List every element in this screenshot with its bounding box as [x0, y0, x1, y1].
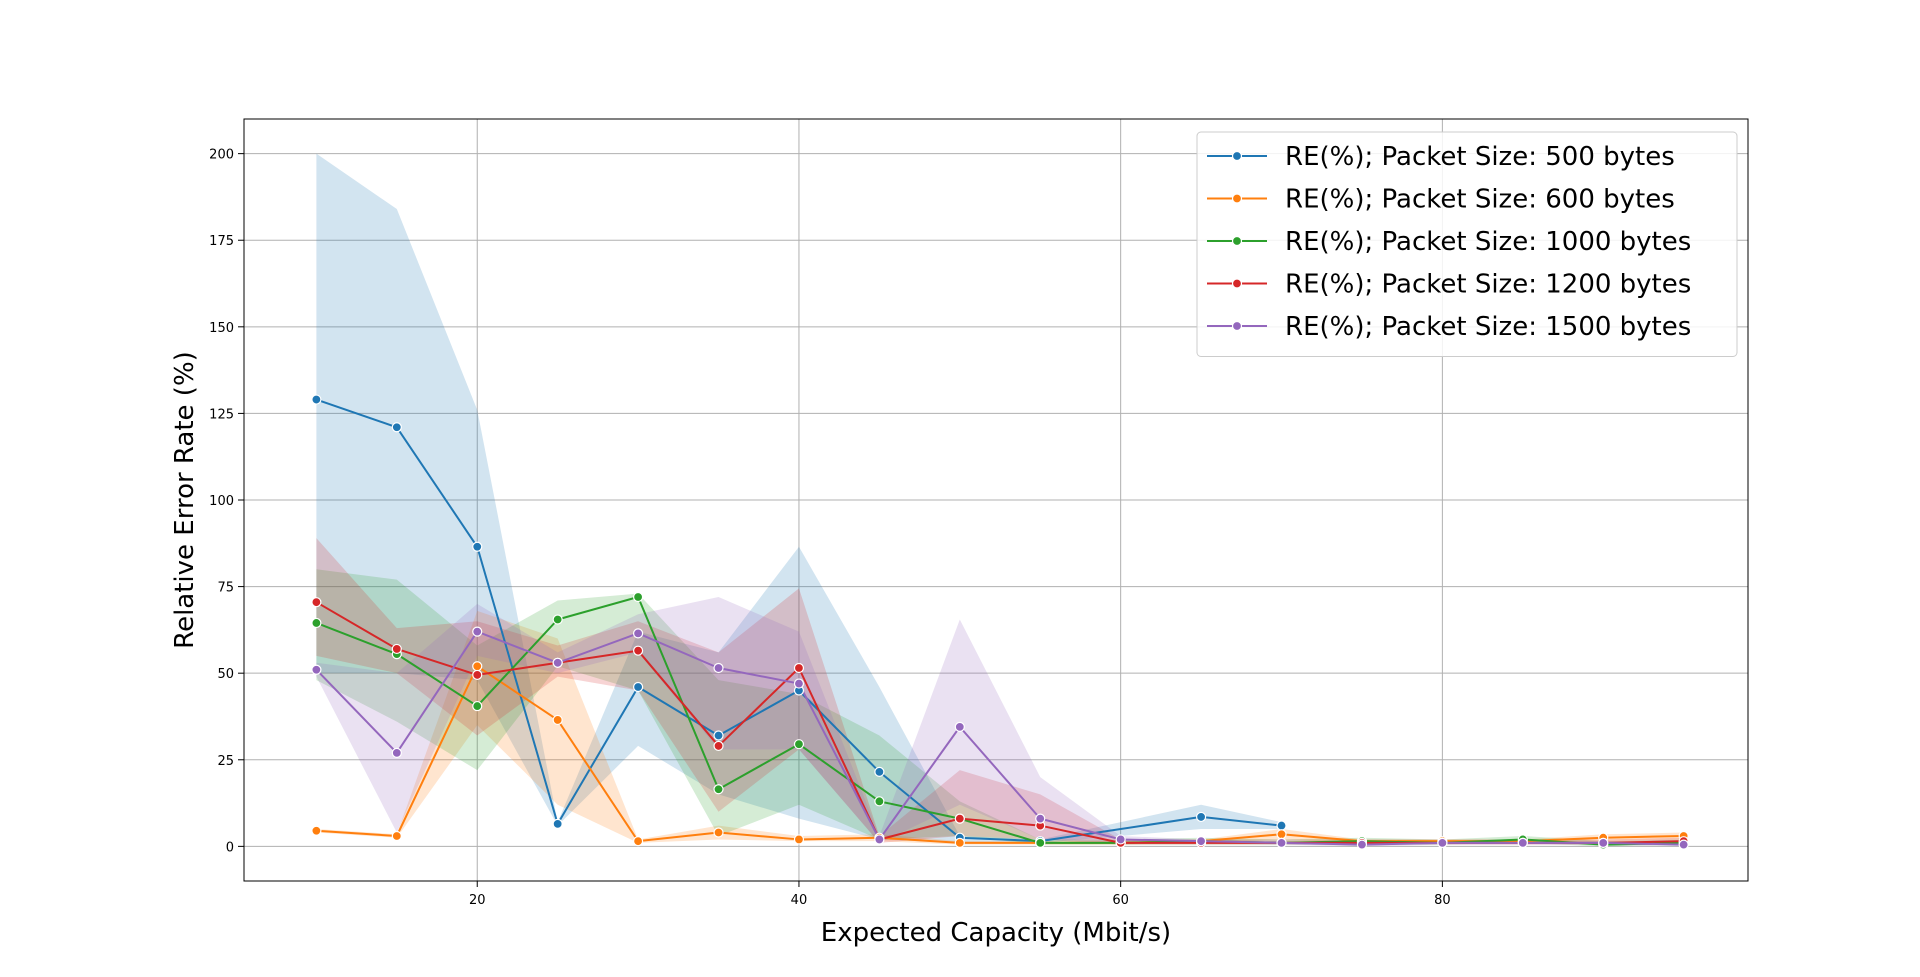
data-point-series-3: [391, 643, 402, 655]
legend-label-3: RE(%); Packet Size: 1200 bytes: [1285, 270, 1691, 300]
data-point-series-0: [1195, 811, 1207, 823]
data-point-series-4: [874, 834, 885, 845]
data-point-series-4: [793, 678, 805, 689]
data-point-series-3: [472, 669, 483, 681]
data-point-series-1: [713, 827, 724, 838]
y-tick-label: 125: [209, 407, 234, 422]
data-point-series-2: [311, 617, 322, 629]
data-point-series-1: [311, 825, 322, 836]
series-line-1: [316, 665, 1684, 844]
data-point-series-0: [391, 422, 402, 433]
legend-marker-4: [1231, 320, 1243, 332]
series-lines: [315, 398, 1684, 846]
data-point-series-1: [1276, 829, 1287, 840]
legend-label-0: RE(%); Packet Size: 500 bytes: [1285, 142, 1675, 172]
axis-ticks: 20 40 60 80 0 25 50 75 100 125 150 175 200: [209, 148, 1450, 908]
data-point-series-3: [713, 740, 724, 752]
data-point-series-4: [472, 626, 483, 637]
confidence-bands: [316, 153, 1684, 847]
data-point-series-1: [954, 837, 965, 849]
data-point-series-0: [552, 818, 563, 829]
x-tick-label: 60: [1112, 893, 1129, 908]
data-point-series-4: [1678, 839, 1689, 850]
y-tick-label: 75: [217, 581, 234, 596]
legend-box: [1196, 131, 1738, 357]
confidence-band-series-0: [316, 153, 1282, 843]
data-point-series-0: [311, 394, 322, 405]
legend-label-4: RE(%); Packet Size: 1500 bytes: [1285, 312, 1691, 342]
data-point-series-4: [1195, 836, 1207, 847]
data-point-series-0: [1276, 820, 1287, 831]
data-point-series-4: [713, 662, 724, 674]
data-point-series-1: [472, 661, 483, 672]
data-point-series-1: [793, 834, 805, 845]
y-tick-label: 150: [209, 321, 234, 336]
data-point-series-2: [552, 614, 563, 625]
series-points: [311, 394, 1689, 850]
legend: RE(%); Packet Size: 500 bytes RE(%); Pack…: [1196, 131, 1738, 357]
legend-label-1: RE(%); Packet Size: 600 bytes: [1285, 185, 1675, 215]
data-point-series-2: [793, 739, 805, 750]
data-point-series-4: [1115, 834, 1126, 845]
data-point-series-2: [713, 784, 724, 795]
data-point-series-0: [632, 681, 644, 693]
data-point-series-3: [632, 645, 644, 656]
data-point-series-2: [874, 796, 885, 807]
data-point-series-2: [632, 591, 644, 603]
series-line-4: [315, 630, 1684, 846]
data-point-series-2: [1035, 837, 1046, 849]
data-point-series-4: [552, 657, 563, 668]
confidence-band-series-1: [316, 610, 1684, 845]
data-point-series-2: [472, 700, 483, 712]
data-point-series-4: [1356, 839, 1368, 850]
confidence-band-series-3: [316, 538, 1684, 845]
x-tick-label: 20: [469, 893, 486, 908]
data-point-series-4: [1598, 837, 1609, 849]
data-point-series-1: [552, 714, 563, 726]
x-tick-label: 80: [1434, 893, 1451, 908]
legend-marker-2: [1231, 235, 1243, 247]
x-tick-label: 40: [791, 893, 808, 908]
legend-label-2: RE(%); Packet Size: 1000 bytes: [1285, 227, 1691, 257]
data-point-series-4: [954, 721, 965, 732]
confidence-band-series-4: [316, 596, 1684, 847]
data-point-series-4: [311, 664, 322, 675]
data-point-series-0: [874, 766, 885, 777]
y-tick-label: 25: [217, 754, 234, 769]
data-point-series-1: [632, 836, 644, 847]
legend-marker-3: [1231, 278, 1243, 289]
data-point-series-4: [391, 747, 402, 758]
data-point-series-3: [954, 813, 965, 824]
data-point-series-3: [793, 662, 805, 674]
y-tick-label: 50: [217, 667, 234, 682]
confidence-band-series-2: [316, 569, 1684, 847]
y-tick-label: 0: [226, 840, 234, 855]
legend-marker-0: [1231, 150, 1243, 162]
data-point-series-4: [632, 628, 644, 639]
data-point-series-4: [1276, 837, 1287, 849]
y-axis-label: Relative Error Rate (%): [170, 351, 200, 649]
data-point-series-4: [1437, 837, 1448, 849]
data-point-series-1: [391, 830, 402, 842]
data-point-series-4: [1517, 837, 1528, 849]
data-point-series-0: [713, 730, 724, 741]
series-line-0: [316, 398, 1282, 843]
y-tick-label: 100: [209, 494, 234, 509]
data-point-series-0: [472, 541, 483, 552]
y-tick-label: 175: [209, 234, 234, 249]
x-axis-label: Expected Capacity (Mbit/s): [821, 918, 1171, 948]
legend-marker-1: [1231, 193, 1243, 204]
y-tick-label: 200: [209, 148, 234, 163]
data-point-series-4: [1035, 813, 1046, 824]
data-point-series-3: [311, 597, 322, 608]
